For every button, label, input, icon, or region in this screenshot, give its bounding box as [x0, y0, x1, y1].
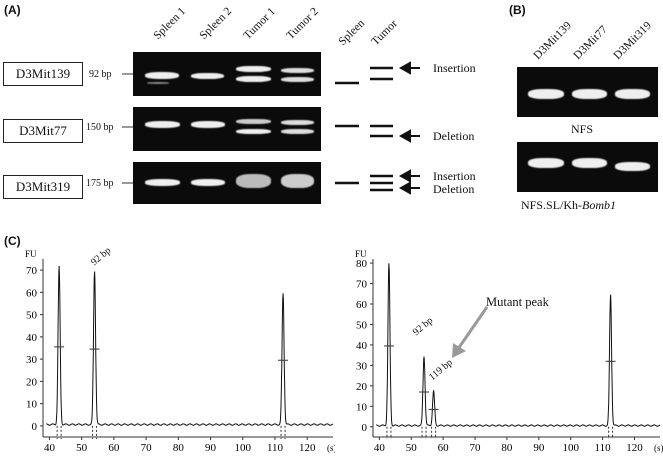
right-y-tick-label: 70: [356, 279, 368, 291]
left-y-tick-label: 10: [26, 399, 38, 411]
right-x-tick-label: 100: [562, 442, 579, 454]
b-lane-label-d3mit77: D3Mit77: [571, 23, 610, 62]
lane-label-tumor1: Tumor 1: [241, 5, 278, 42]
b-lane-label-d3mit139: D3Mit139: [531, 19, 574, 62]
right-x-tick-label: 110: [595, 442, 612, 454]
left-x-tick-label: 90: [205, 442, 217, 454]
mutant-peak-arrowhead: [452, 343, 466, 358]
left-x-tick-label: 120: [299, 442, 316, 454]
left-y-tick-label: 40: [26, 332, 38, 344]
left-x-tick-label: 80: [173, 442, 185, 454]
b-lane-label-d3mit319: D3Mit319: [611, 19, 654, 62]
left-y-tick-label: 20: [26, 376, 38, 388]
left-x-tick-label: 40: [44, 442, 56, 454]
left-y-tick-label: 30: [26, 354, 38, 366]
right-x-tick-label: 40: [374, 442, 386, 454]
right-y-tick-label: 40: [356, 340, 368, 352]
panel-label-a: (A): [4, 3, 21, 17]
right-y-tick-label: 80: [356, 258, 368, 270]
annotation-insertion-1: Insertion: [433, 61, 476, 75]
bp-label-150: 150 bp: [86, 122, 114, 133]
left-trace: [46, 265, 334, 426]
bp-label-175: 175 bp: [86, 178, 114, 189]
locus-box-d3mit319: D3Mit319: [3, 175, 83, 199]
lane-label-spleen1: Spleen 1: [151, 5, 189, 42]
gel-image-nfs: [517, 67, 658, 117]
electropherogram-right: 0 10 20 30 40 50 60 70 80 40 50 60 70 80 90 100 110 120 FU…: [355, 249, 663, 454]
b-caption-gene: Bomb1: [582, 198, 617, 212]
bp-label-92: 92 bp: [89, 69, 112, 80]
left-x-tick-label: 50: [76, 442, 88, 454]
left-y-tick-label: 70: [26, 265, 38, 277]
mutant-peak-annotation: Mutant peak: [486, 295, 549, 309]
gel-image-d3mit139: [133, 52, 321, 96]
left-x-tick-label: 60: [108, 442, 120, 454]
left-x-tick-label: 100: [235, 442, 252, 454]
right-y-tick-label: 10: [356, 401, 368, 413]
schematic-label-spleen: Spleen: [336, 17, 368, 48]
right-x-tick-label: 70: [470, 442, 482, 454]
right-trace: [376, 263, 661, 427]
right-x-tick-label: 120: [626, 442, 643, 454]
right-x-unit: (s): [654, 443, 663, 453]
lane-label-tumor2: Tumor 2: [284, 5, 321, 42]
right-x-tick-label: 80: [501, 442, 513, 454]
gel-image-d3mit77: [133, 107, 321, 151]
right-y-tick-label: 50: [356, 319, 368, 331]
annotation-deletion-2: Deletion: [433, 182, 475, 196]
right-x-tick-label: 50: [406, 442, 418, 454]
panel-label-b: (B): [509, 3, 526, 17]
annotation-deletion-1: Deletion: [433, 129, 475, 143]
schematic-label-tumor: Tumor: [369, 17, 400, 48]
annotation-insertion-2: Insertion: [433, 169, 476, 183]
b-caption-prefix: NFS.SL/Kh-: [521, 198, 583, 212]
gel-image-nfs-sl: [517, 142, 658, 192]
right-y-tick-label: 20: [356, 381, 368, 393]
left-x-tick-label: 110: [267, 442, 284, 454]
left-x-tick-label: 70: [141, 442, 153, 454]
left-y-tick-label: 60: [26, 287, 38, 299]
lane-label-spleen2: Spleen 2: [197, 5, 235, 42]
left-y-tick-label: 50: [26, 310, 38, 322]
right-y-unit: FU: [355, 249, 367, 259]
right-y-tick-label: 60: [356, 299, 368, 311]
b-caption-nfs-sl: NFS.SL/Kh-Bomb1: [521, 198, 616, 213]
right-y-tick-label: 0: [362, 422, 368, 434]
left-y-tick-label: 0: [32, 421, 38, 433]
right-x-tick-label: 60: [438, 442, 450, 454]
left-x-unit: (s): [327, 443, 335, 453]
locus-box-d3mit139: D3Mit139: [3, 62, 83, 86]
right-x-tick-label: 90: [533, 442, 545, 454]
panel-label-c: (C): [4, 234, 21, 248]
panel-a-schematic: [122, 61, 420, 195]
b-caption-nfs: NFS: [571, 122, 594, 136]
gel-image-d3mit319: [133, 162, 321, 204]
locus-box-d3mit77: D3Mit77: [3, 119, 83, 143]
electropherogram-left: 0 10 20 30 40 50 60 70 40 50 60 70 80 90 100 110 120 FU (s…: [25, 249, 335, 454]
right-y-tick-label: 30: [356, 360, 368, 372]
mutant-peak-arrow: [456, 306, 489, 350]
left-y-unit: FU: [25, 249, 37, 259]
